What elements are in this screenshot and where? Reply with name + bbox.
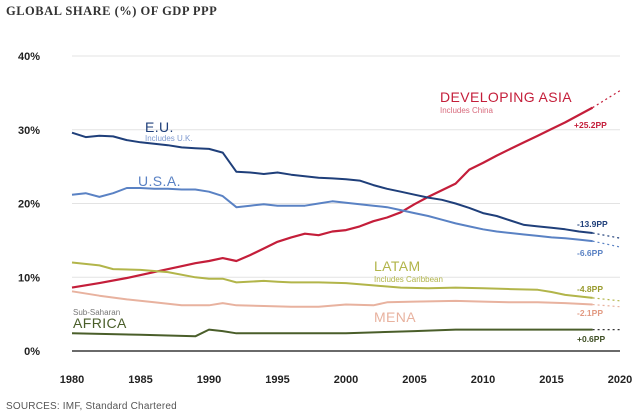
y-tick-label: 30% [18, 125, 40, 137]
projection-line-usa [592, 240, 621, 248]
series-note-latam: Includes Caribbean [374, 275, 443, 284]
series-line-africa [71, 328, 593, 338]
series-note-africa: Sub-Saharan [73, 308, 120, 317]
x-tick-label: 2000 [334, 374, 358, 386]
projection-line-latam [592, 297, 621, 302]
line-chart: 0% 10% 20% 30% 40% 1980 1985 1990 1995 2000 2005 20… [18, 51, 632, 386]
series-line-usa [71, 187, 593, 243]
y-tick-label: 10% [18, 272, 40, 284]
x-tick-label: 1985 [128, 374, 152, 386]
projection-line-mena [592, 303, 621, 308]
y-tick-label: 20% [18, 199, 40, 211]
series-change-developing_asia: +25.2PP [574, 120, 607, 130]
x-tick-label: 2020 [608, 374, 632, 386]
series-change-eu: -13.9PP [577, 219, 608, 229]
series-change-latam: -4.8PP [577, 284, 603, 294]
x-tick-label: 1990 [197, 374, 221, 386]
chart-title: GLOBAL SHARE (%) OF GDP PPP [6, 4, 218, 18]
series-name-africa: AFRICA [73, 315, 127, 331]
series-line-mena [71, 290, 593, 308]
axes: 0% 10% 20% 30% 40% 1980 1985 1990 1995 2000 2005 20… [18, 51, 632, 386]
y-tick-label: 40% [18, 51, 40, 63]
source-note: SOURCES: IMF, Standard Chartered [6, 401, 177, 412]
series-name-developing_asia: DEVELOPING ASIA [440, 89, 572, 105]
series-line-eu [71, 131, 593, 234]
y-tick-label: 0% [24, 346, 40, 358]
projection-line-developing_asia [592, 90, 621, 109]
series-note-eu: Includes U.K. [145, 134, 193, 143]
x-tick-label: 2010 [471, 374, 495, 386]
x-tick-label: 2015 [539, 374, 563, 386]
series-change-usa: -6.6PP [577, 248, 603, 258]
series-name-latam: LATAM [374, 258, 421, 274]
series-lines [71, 106, 594, 338]
series-name-eu: E.U. [145, 119, 174, 135]
series-change-mena: -2.1PP [577, 308, 603, 318]
series-line-developing_asia [71, 106, 594, 289]
x-tick-label: 1980 [60, 374, 84, 386]
x-tick-label: 1995 [265, 374, 289, 386]
series-name-usa: U.S.A. [138, 173, 181, 189]
series-line-latam [71, 261, 593, 299]
projection-line-eu [592, 232, 621, 239]
projection-lines [592, 90, 621, 331]
series-name-mena: MENA [374, 309, 416, 325]
series-change-africa: +0.6PP [577, 334, 605, 344]
x-tick-label: 2005 [402, 374, 426, 386]
series-note-developing_asia: Includes China [440, 106, 493, 115]
